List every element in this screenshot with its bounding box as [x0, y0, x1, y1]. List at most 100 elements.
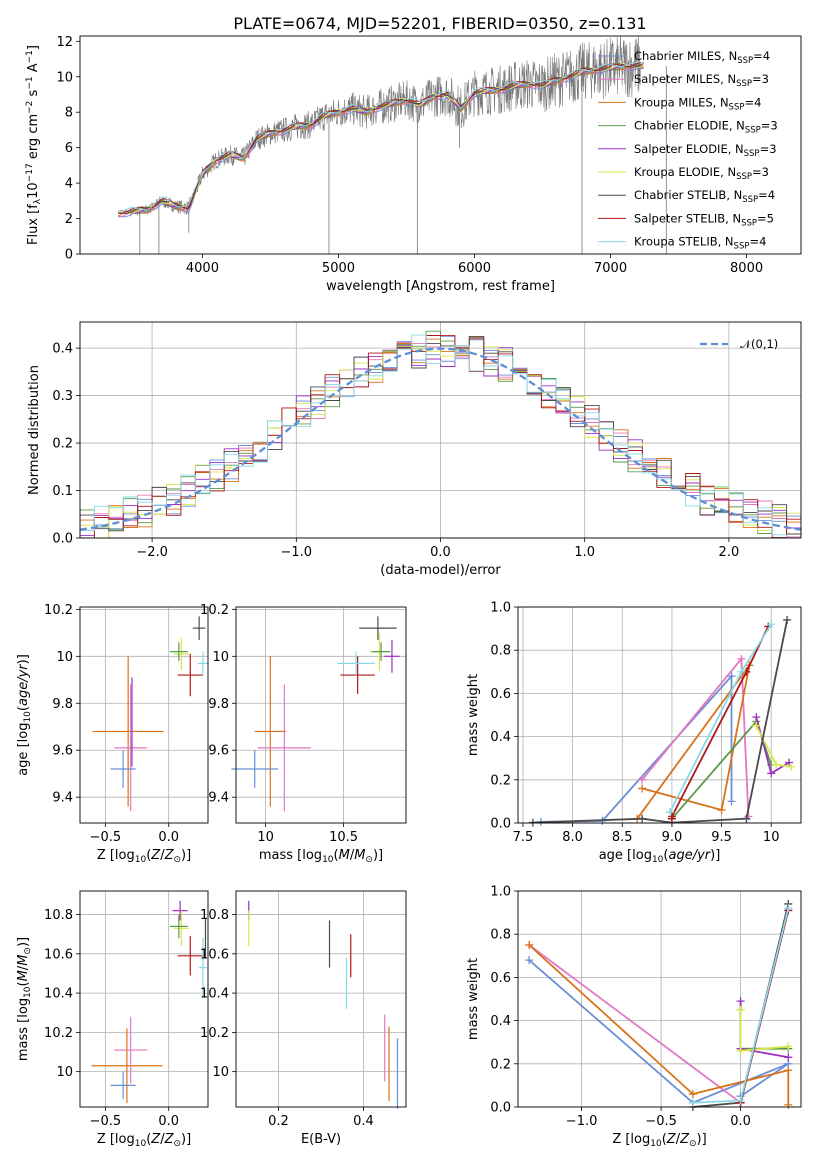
- legend-entry-chab_miles: Chabrier MILES, NSSP=4: [634, 49, 770, 66]
- y-tick-label: 0.3: [52, 389, 73, 404]
- panel-mass_vs_Z: −0.5 0.0 10 10.2 10.4 10.6 10.8 Z [log10(Z/Z⊙)]…: [16, 890, 209, 1149]
- x-axis-label: age [log10(age/yr)]: [599, 848, 721, 865]
- y-axis-label: mass weight: [466, 958, 481, 1040]
- y-tick-label: 10.2: [44, 603, 73, 618]
- y-tick-label: 0.6: [490, 971, 511, 986]
- axes-frame: [79, 606, 209, 824]
- x-tick-label: 10.5: [329, 830, 358, 845]
- observed-spectrum-line: [130, 36, 641, 217]
- x-tick-label: 0.2: [268, 1114, 289, 1129]
- x-tick-label: 5000: [322, 261, 355, 276]
- x-tick-label: 10: [257, 830, 274, 845]
- model-spectrum-line: [117, 63, 644, 214]
- x-axis-label: Z [log10(Z/Z⊙)]: [612, 1132, 706, 1149]
- y-axis-label: age [log10(age/yr)]: [16, 654, 33, 776]
- weight-marker-krou_elodie: [736, 1046, 745, 1055]
- weight-marker-krou_miles: [688, 1090, 697, 1099]
- spectrum-legend: Chabrier MILES, NSSP=4 Salpeter MILES, NS…: [598, 49, 778, 252]
- x-tick-label: 8.5: [612, 830, 633, 845]
- y-tick-label: 10.2: [44, 1026, 73, 1041]
- axes-frame: [517, 606, 802, 824]
- y-tick-label: 9.6: [52, 744, 73, 759]
- weight-marker-krou_stelib: [688, 1098, 697, 1107]
- weight-marker-salp_stelib: [667, 812, 676, 821]
- weight-marker-krou_elodie: [752, 721, 761, 730]
- weight-marker-salp_miles: [638, 775, 647, 784]
- y-tick-label: 0.2: [52, 437, 73, 452]
- weight-marker-salp_elodie: [784, 1053, 793, 1062]
- x-tick-label: −0.5: [90, 1114, 122, 1129]
- y-tick-label: 10.4: [44, 987, 73, 1002]
- y-tick-label: 10.8: [44, 908, 73, 923]
- weight-line-krou_miles: [636, 664, 751, 820]
- residual-histogram-krou_stelib: [80, 334, 801, 538]
- y-axis-label: Normed distribution: [27, 365, 42, 495]
- y-axis-label: mass [log10(M/M⊙)]: [16, 937, 33, 1061]
- legend-entry-salp_miles: Salpeter MILES, NSSP=3: [634, 72, 769, 89]
- x-tick-label: −2.0: [136, 545, 168, 560]
- x-tick-label: 0.0: [430, 545, 451, 560]
- y-tick-label: 10: [56, 1065, 73, 1080]
- weight-marker-krou_stelib: [784, 904, 793, 913]
- x-tick-label: 7.5: [513, 830, 534, 845]
- weight-marker-salp_elodie: [767, 769, 776, 778]
- x-tick-label: 8.0: [562, 830, 583, 845]
- x-tick-label: 7000: [594, 261, 627, 276]
- y-tick-label: 0.0: [52, 532, 73, 547]
- weight-marker-krou_stelib: [736, 1096, 745, 1105]
- weight-marker-salp_miles: [737, 654, 746, 663]
- y-tick-label: 0.1: [52, 484, 73, 499]
- y-tick-label: 10.6: [44, 947, 73, 962]
- axes-frame: [235, 890, 407, 1108]
- y-axis-label: Flux [fλ10−17 erg cm−2 s−1 A−1]: [25, 45, 43, 245]
- weight-marker-salp_elodie: [752, 713, 761, 722]
- panel-age_vs_mass: 10 10.5 9.4 9.6 9.8 10 10.2 mass [log10(M/M⊙)]: [200, 603, 407, 865]
- y-tick-label: 9.8: [52, 697, 73, 712]
- legend-entry-salp_stelib: Salpeter STELIB, NSSP=5: [634, 211, 774, 228]
- x-tick-label: 0.0: [158, 1114, 179, 1129]
- panel-weight_vs_age: 7.5 8.0 8.5 9.0 9.5 10 0.0 0.2 0.4 0.6 0.8 1.0 age […: [466, 601, 802, 865]
- weight-marker-chab_miles: [727, 672, 736, 681]
- y-tick-label: 0.0: [490, 1101, 511, 1116]
- x-tick-label: −0.5: [90, 830, 122, 845]
- weight-marker-chab_stelib: [638, 814, 647, 823]
- y-tick-label: 10.2: [200, 1026, 229, 1041]
- y-tick-label: 0.8: [490, 644, 511, 659]
- model-spectrum-line: [118, 65, 644, 218]
- x-tick-label: −1.0: [566, 1114, 598, 1129]
- axes-frame: [79, 35, 802, 255]
- weight-marker-krou_elodie: [736, 1005, 745, 1014]
- panel-mass_vs_ebv: 0.2 0.4 10 10.2 10.4 10.6 10.8 E(B-V): [200, 890, 407, 1147]
- legend-entry-krou_miles: Kroupa MILES, NSSP=4: [634, 95, 761, 112]
- weight-marker-chab_stelib: [783, 615, 792, 624]
- x-tick-label: −1.0: [281, 545, 313, 560]
- x-axis-label: wavelength [Angstrom, rest frame]: [326, 279, 555, 294]
- weight-marker-krou_miles: [638, 784, 647, 793]
- y-tick-label: 10.6: [200, 947, 229, 962]
- axes-frame: [79, 321, 802, 539]
- y-tick-label: 9.4: [52, 791, 73, 806]
- weight-marker-chab_miles: [727, 797, 736, 806]
- y-tick-label: 9.6: [208, 744, 229, 759]
- panel-weight_vs_Z: −1.0 −0.5 0.0 0.0 0.2 0.4 0.6 0.8 1.0 Z [log10(Z/…: [466, 885, 802, 1149]
- residual-histogram-salp_stelib: [80, 335, 801, 538]
- axes-frame: [79, 890, 209, 1108]
- weight-line-salp_stelib: [671, 626, 770, 819]
- figure-title: PLATE=0674, MJD=52201, FIBERID=0350, z=0…: [233, 14, 646, 33]
- y-tick-label: 4: [65, 177, 73, 192]
- weight-marker-krou_stelib: [665, 808, 674, 817]
- weight-marker-krou_elodie: [784, 1042, 793, 1051]
- weight-marker-krou_stelib: [737, 667, 746, 676]
- model-spectrum-line: [118, 61, 644, 214]
- y-tick-label: 10: [212, 650, 229, 665]
- y-tick-label: 8: [65, 106, 73, 121]
- x-tick-label: 0.0: [730, 1114, 751, 1129]
- y-tick-label: 0: [65, 248, 73, 263]
- y-axis-label: mass weight: [466, 674, 481, 756]
- y-tick-label: 10: [56, 70, 73, 85]
- y-tick-label: 0.4: [490, 1014, 511, 1029]
- axes-frame: [517, 890, 802, 1108]
- weight-line-krou_elodie: [739, 1009, 789, 1052]
- y-tick-label: 0.2: [490, 773, 511, 788]
